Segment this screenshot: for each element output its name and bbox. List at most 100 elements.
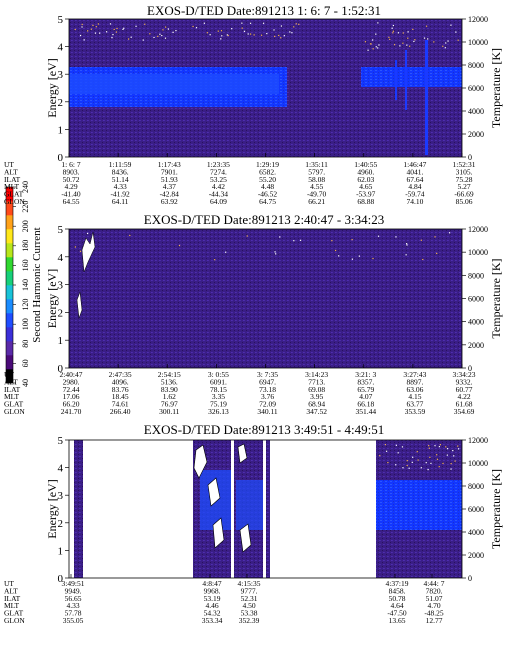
speckle [293, 240, 295, 242]
speckle [247, 33, 249, 35]
panel-3-feature [212, 517, 225, 549]
speckle [291, 32, 293, 34]
ephemeris-cell: 57.78 [65, 609, 82, 618]
speckle [397, 452, 399, 454]
speckle [444, 47, 446, 49]
speckle [413, 40, 415, 43]
colorbar-swatch [6, 243, 13, 258]
speckle [161, 34, 163, 37]
ephemeris-cell: 56.65 [65, 594, 82, 603]
speckle [409, 45, 411, 47]
ephemeris-cell: 51.93 [161, 175, 178, 184]
colorbar-swatch [6, 313, 13, 328]
speckle [385, 450, 388, 452]
speckle [113, 28, 115, 31]
speckle [299, 239, 302, 241]
speckle [407, 37, 409, 39]
ephemeris-cell: -47.50 [387, 609, 407, 618]
speckle [293, 26, 295, 28]
speckle [397, 32, 399, 34]
ephemeris-cell: 352.39 [239, 616, 260, 625]
speckle [393, 44, 396, 46]
speckle [115, 31, 118, 33]
ephemeris-cell: 13.65 [389, 616, 406, 625]
speckle [123, 27, 125, 29]
speckle [220, 38, 222, 40]
y-right-tick-label: 12000 [468, 436, 488, 445]
speckle [446, 454, 448, 456]
ephemeris-row-label: GLAT [4, 400, 24, 409]
speckle [279, 236, 281, 238]
speckle [384, 444, 387, 446]
speckle [175, 30, 177, 32]
panel-2-title: EXOS-D/TED Date:891213 2:40:47 - 3:34:23 [144, 212, 384, 227]
speckle [283, 35, 285, 37]
y-right-tick-label: 0 [468, 364, 472, 373]
speckle [406, 464, 408, 467]
y-right-tick-label: 10000 [468, 459, 488, 468]
panel-3-band [376, 480, 462, 530]
ephemeris-cell: 3.95 [310, 392, 323, 401]
ephemeris-cell: 3: 7:35 [257, 370, 278, 379]
ephemeris-cell: -49.70 [307, 190, 327, 199]
ephemeris-cell: 4096. [112, 377, 129, 386]
colorbar-swatch [6, 341, 13, 356]
ephemeris-cell: 51.14 [112, 175, 129, 184]
speckle [453, 455, 455, 457]
speckle [377, 22, 379, 24]
ephemeris-cell: 54.32 [204, 609, 221, 618]
speckle [433, 41, 435, 43]
ephemeris-cell: 8903. [63, 167, 80, 176]
colorbar-tick-label: 160 [21, 259, 30, 271]
speckle [243, 30, 246, 32]
ephemeris-cell: -46.52 [258, 190, 278, 199]
ephemeris-cell: 6091. [210, 377, 227, 386]
speckle [446, 448, 449, 450]
ephemeris-cell: 4:37:19 [386, 579, 409, 588]
speckle [414, 39, 416, 41]
speckle [129, 234, 131, 237]
y-right-tick-label: 4000 [468, 528, 484, 537]
ephemeris-cell: 63.06 [406, 385, 423, 394]
y-right-tick-label: 0 [468, 153, 472, 162]
ephemeris-cell: 326.13 [208, 407, 229, 416]
ephemeris-cell: 2980. [63, 377, 80, 386]
ephemeris-row-label: ILAT [4, 385, 21, 394]
y-right-axis-label: Temperature [K] [489, 258, 503, 338]
speckle [87, 30, 89, 32]
speckle [457, 445, 459, 447]
y-tick-label: 5 [58, 14, 64, 26]
ephemeris-cell: -44.34 [209, 190, 229, 199]
speckle [165, 26, 167, 28]
ephemeris-cell: 68.88 [357, 197, 374, 206]
speckle [438, 446, 440, 448]
ephemeris-cell: 62.03 [357, 175, 374, 184]
speckle [195, 27, 198, 29]
panel-2-axes: 0 1 2 3 4 5 0 2000 4000 6000 8000 10000 12000 Energy … [45, 224, 503, 375]
speckle [402, 467, 404, 469]
ephemeris-cell: 4.33 [114, 182, 127, 191]
speckle [395, 444, 397, 446]
speckle [358, 255, 360, 257]
panel-2-feature [76, 291, 83, 319]
speckle [221, 35, 223, 37]
speckle [149, 33, 151, 35]
speckle [429, 456, 431, 458]
panel-3-feature [239, 523, 252, 553]
speckle [427, 38, 429, 40]
speckle [220, 30, 223, 32]
speckle [274, 251, 276, 253]
speckle [436, 252, 438, 255]
panel-1-band-right [361, 67, 462, 87]
speckle [438, 466, 440, 468]
speckle [241, 22, 243, 24]
speckle [128, 38, 130, 40]
ephemeris-row-label: GLAT [4, 190, 24, 199]
ephemeris-cell: 66.18 [357, 400, 374, 409]
ephemeris-cell: 4.70 [427, 601, 440, 610]
speckle [192, 25, 194, 28]
speckle [450, 463, 452, 465]
ephemeris-cell: 4:15:35 [238, 579, 261, 588]
speckle [130, 36, 132, 38]
y-tick-label: 2 [58, 307, 64, 319]
